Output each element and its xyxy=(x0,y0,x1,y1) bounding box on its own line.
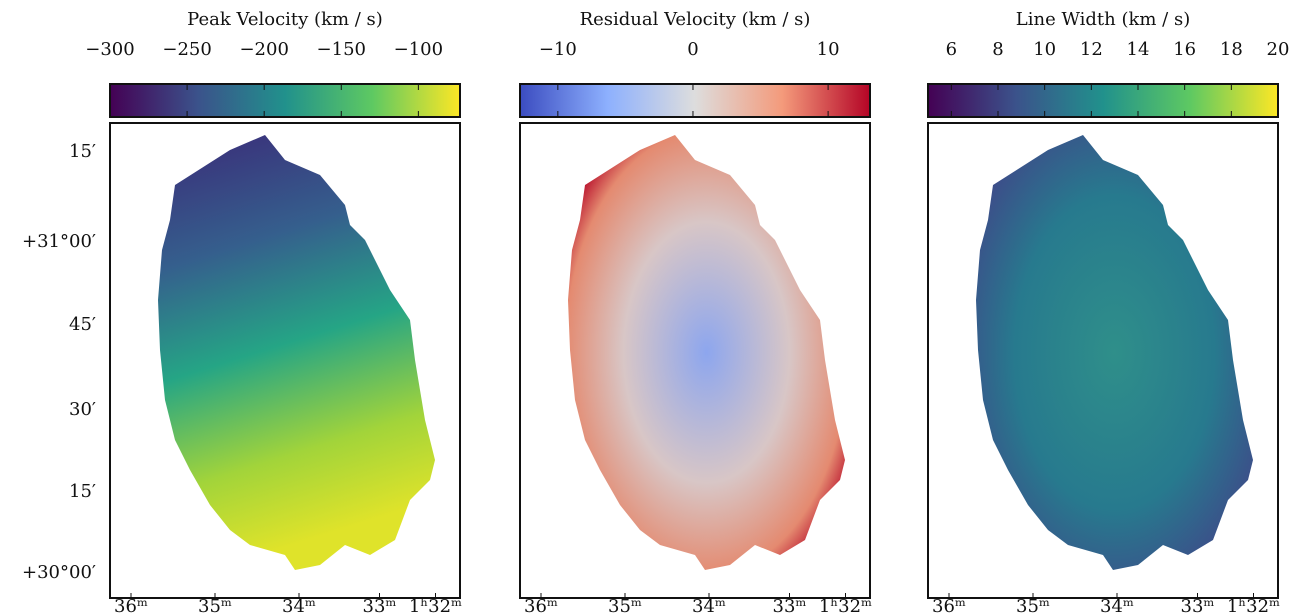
x-tick-label: 34ᵐ xyxy=(1100,596,1134,616)
colorbar-title: Peak Velocity (km / s) xyxy=(187,9,383,30)
x-tick-label: 34ᵐ xyxy=(282,596,316,616)
colorbar-tick-label: −200 xyxy=(239,39,288,60)
x-tick-label: 36ᵐ xyxy=(524,596,558,616)
x-tick-label: 34ᵐ xyxy=(692,596,726,616)
map-image xyxy=(976,135,1253,570)
x-tick-label: 33ᵐ xyxy=(363,596,397,616)
map-frame xyxy=(927,122,1279,599)
x-tick-label: 35ᵐ xyxy=(1016,596,1050,616)
colorbar-title: Line Width (km / s) xyxy=(1016,9,1190,30)
colorbar-tick-label: 6 xyxy=(946,39,957,60)
x-tick-label: 1ʰ32ᵐ xyxy=(819,596,872,616)
colorbar-tick-label: 12 xyxy=(1080,39,1103,60)
colorbar-tick-label: −100 xyxy=(394,39,443,60)
colorbar-tick-label: 16 xyxy=(1173,39,1196,60)
y-tick-label: 15′ xyxy=(69,141,96,162)
y-tick-label: 30′ xyxy=(69,399,96,420)
map-frame xyxy=(109,122,461,599)
colorbar-tick-label: −300 xyxy=(85,39,134,60)
colorbar-tick-label: −150 xyxy=(317,39,366,60)
colorbar-tick-label: 0 xyxy=(687,39,698,60)
colorbar xyxy=(927,83,1279,118)
x-tick-label: 33ᵐ xyxy=(773,596,807,616)
colorbar-tick-label: 8 xyxy=(992,39,1003,60)
colorbar-tick-label: 10 xyxy=(1033,39,1056,60)
colorbar-tick-label: 14 xyxy=(1127,39,1150,60)
colorbar-tick-label: −10 xyxy=(539,39,577,60)
x-tick-label: 1ʰ32ᵐ xyxy=(409,596,462,616)
y-tick-label: 45′ xyxy=(69,314,96,335)
colorbar-tick-label: 10 xyxy=(817,39,840,60)
x-tick-label: 35ᵐ xyxy=(198,596,232,616)
x-tick-label: 1ʰ32ᵐ xyxy=(1227,596,1280,616)
colorbar-tick-label: 20 xyxy=(1267,39,1290,60)
y-tick-label: +31°00′ xyxy=(22,231,96,252)
y-tick-label: +30°00′ xyxy=(22,562,96,583)
colorbar-title: Residual Velocity (km / s) xyxy=(580,9,811,30)
colorbar-tick-label: −250 xyxy=(162,39,211,60)
map-image xyxy=(158,135,435,570)
x-tick-label: 33ᵐ xyxy=(1181,596,1215,616)
x-tick-label: 36ᵐ xyxy=(932,596,966,616)
y-tick-label: 15′ xyxy=(69,481,96,502)
colorbar xyxy=(109,83,461,118)
colorbar-tick-label: 18 xyxy=(1220,39,1243,60)
map-frame xyxy=(519,122,871,599)
x-tick-label: 36ᵐ xyxy=(114,596,148,616)
x-tick-label: 35ᵐ xyxy=(608,596,642,616)
map-image xyxy=(568,135,845,570)
colorbar xyxy=(519,83,871,118)
